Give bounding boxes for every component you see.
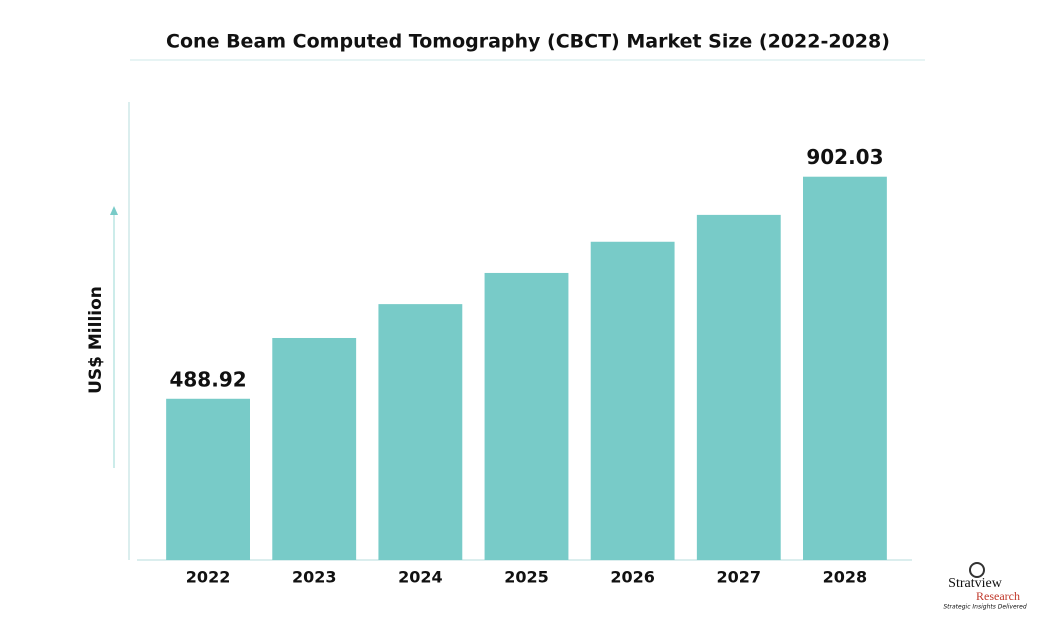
- x-tick-label: 2025: [504, 568, 549, 587]
- value-label: 488.92: [169, 367, 246, 391]
- chart-title: Cone Beam Computed Tomography (CBCT) Mar…: [166, 31, 890, 53]
- logo-sub: Research: [976, 589, 1020, 603]
- logo-icon: [969, 562, 985, 578]
- bar: [378, 304, 463, 560]
- bar: [696, 214, 781, 560]
- x-tick-label: 2028: [823, 568, 868, 587]
- bar: [803, 176, 887, 560]
- bar: [166, 398, 250, 560]
- bar: [272, 337, 357, 560]
- y-axis-label: US$ Million: [86, 286, 106, 394]
- value-label: 902.03: [806, 145, 883, 169]
- bar: [484, 272, 569, 560]
- logo: Stratview Research Strategic Insights De…: [943, 562, 1027, 611]
- y-arrow-head: [110, 206, 118, 215]
- x-tick-label: 2024: [398, 568, 443, 587]
- x-tick-label: 2023: [292, 568, 337, 587]
- logo-name: Stratview: [948, 576, 1003, 591]
- x-tick-label: 2026: [610, 568, 655, 587]
- x-tick-label: 2022: [186, 568, 231, 587]
- logo-tagline: Strategic Insights Delivered: [943, 604, 1026, 611]
- x-tick-label: 2027: [717, 568, 762, 587]
- bar: [590, 241, 675, 560]
